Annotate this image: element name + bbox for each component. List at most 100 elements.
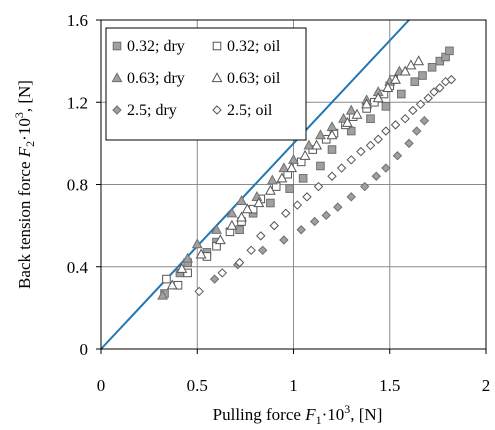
data-point: [191, 238, 203, 249]
data-point: [234, 257, 245, 268]
data-point: [236, 211, 247, 222]
data-point: [413, 55, 425, 66]
data-point: [390, 73, 401, 84]
data-point: [410, 77, 420, 86]
data-point: [346, 155, 356, 165]
y-tick-label: 0.4: [67, 258, 89, 277]
data-point: [269, 220, 279, 231]
data-point: [292, 200, 303, 210]
data-point: [404, 138, 414, 149]
data-point: [405, 59, 417, 70]
data-point: [194, 286, 204, 297]
y-tick-label: 1.2: [67, 93, 88, 112]
y-axis-title: Back tension force F2·103, [N]: [12, 80, 37, 289]
data-point: [303, 139, 315, 150]
x-axis-title: Pulling force F1·103, [N]: [213, 402, 383, 427]
x-axis-title-sub: 1: [316, 413, 322, 427]
data-point: [285, 184, 294, 193]
data-point: [211, 223, 222, 234]
x-axis-title-mid: ·10: [322, 405, 345, 424]
data-point: [333, 202, 343, 212]
legend-marker: [212, 105, 222, 115]
data-point: [341, 116, 353, 127]
data-point: [302, 192, 312, 202]
data-point: [411, 126, 422, 136]
data-point: [400, 113, 410, 124]
data-point: [360, 181, 370, 192]
y-axis-title-sub: 2: [23, 141, 37, 147]
legend-box: [105, 27, 307, 141]
data-point: [345, 104, 357, 115]
data-point: [392, 151, 403, 161]
x-tick-label: 1.5: [379, 376, 400, 395]
data-point: [372, 92, 384, 103]
data-point: [336, 163, 347, 173]
data-point: [182, 252, 194, 263]
data-point: [381, 102, 391, 111]
legend-label: 2.5; oil: [227, 102, 273, 119]
data-point: [266, 198, 275, 208]
data-point: [226, 207, 238, 218]
x-tick-label: 1: [289, 376, 298, 395]
data-point: [226, 219, 238, 230]
data-point: [429, 87, 439, 97]
axis-ticks: 0 0.5 1 1.5 2 0 0.4 0.8 1.2 1.6: [67, 11, 491, 395]
data-point: [390, 120, 401, 130]
data-point: [327, 171, 337, 181]
data-point: [209, 274, 220, 284]
data-point: [266, 174, 278, 185]
series-4-points: [209, 116, 430, 284]
data-point: [253, 197, 265, 208]
legend-marker: [211, 72, 223, 83]
y-tick-label: 0.8: [67, 176, 88, 195]
y-tick-label: 1.6: [67, 11, 88, 30]
data-point: [321, 210, 331, 221]
data-point: [327, 145, 337, 154]
data-point: [214, 234, 226, 245]
data-point: [435, 83, 445, 93]
data-point: [298, 174, 308, 183]
x-axis-title-suffix: , [N]: [350, 405, 382, 424]
legend-label: 0.32; dry: [127, 38, 185, 55]
data-point: [308, 145, 318, 154]
y-tick-label: 0: [80, 340, 89, 359]
data-point: [236, 195, 247, 206]
legend-label: 0.63; dry: [127, 70, 185, 87]
x-axis-title-prefix: Pulling force: [213, 405, 306, 424]
data-point: [246, 245, 256, 256]
data-point: [346, 126, 356, 136]
data-point: [365, 140, 376, 151]
legend-label: 2.5; dry: [127, 102, 177, 119]
series-5-points: [194, 74, 457, 297]
data-point: [299, 149, 311, 160]
data-point: [423, 93, 433, 103]
data-point: [288, 153, 299, 164]
data-point: [351, 108, 363, 119]
legend: 0.32; dry 0.32; oil 0.63; dry 0.63; oil 2.5;…: [105, 27, 307, 141]
data-point: [408, 105, 418, 116]
legend-marker: [112, 41, 122, 51]
reference-line-segment: [100, 19, 410, 350]
data-point: [183, 268, 192, 278]
data-point: [166, 279, 178, 290]
data-point: [361, 98, 373, 109]
y-axis-title-symbol: F: [15, 146, 34, 158]
x-tick-label: 0.5: [187, 376, 208, 395]
data-point: [235, 225, 244, 235]
data-point: [257, 245, 268, 256]
legend-marker: [212, 41, 222, 51]
reference-line: [100, 19, 410, 350]
data-point: [162, 274, 171, 284]
data-point: [381, 126, 391, 136]
data-point: [217, 268, 227, 278]
data-point: [321, 134, 331, 144]
data-point: [157, 289, 169, 300]
data-point: [371, 171, 381, 181]
y-axis-title-mid: ·10: [15, 118, 34, 141]
data-point: [419, 116, 430, 126]
data-point: [278, 162, 290, 173]
data-point: [326, 129, 338, 140]
y-axis-title-suffix: , [N]: [15, 80, 34, 112]
data-points: [157, 46, 457, 300]
